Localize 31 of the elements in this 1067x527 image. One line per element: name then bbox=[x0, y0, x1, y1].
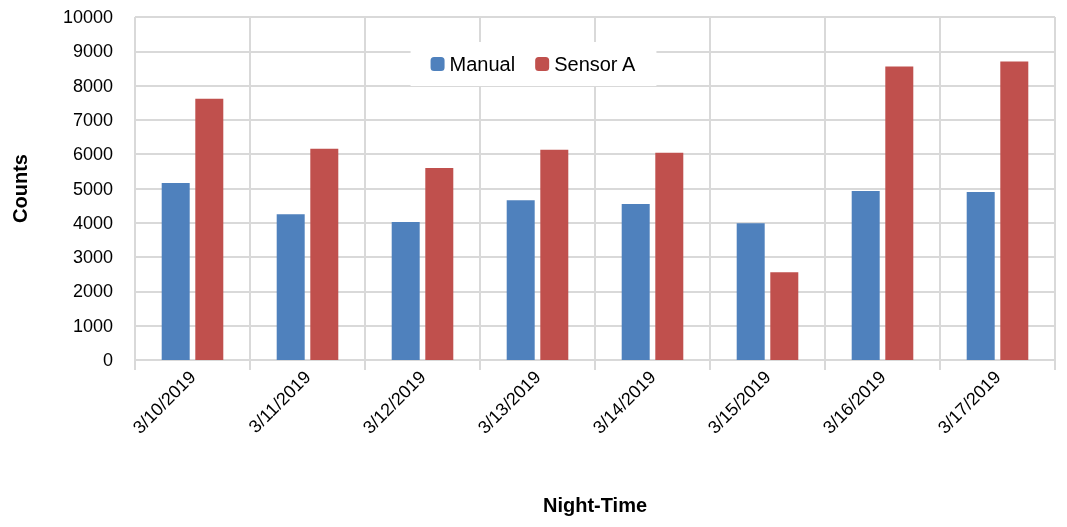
bar bbox=[161, 183, 190, 360]
bar bbox=[885, 66, 914, 360]
legend-label: Manual bbox=[449, 53, 516, 75]
bar bbox=[310, 148, 339, 360]
bar bbox=[1000, 61, 1029, 360]
y-tick-label: 8000 bbox=[72, 75, 113, 96]
bar bbox=[770, 272, 799, 360]
bar bbox=[195, 98, 224, 360]
y-tick-label: 0 bbox=[102, 350, 113, 370]
y-axis-title: Counts bbox=[9, 154, 31, 223]
bar bbox=[276, 214, 305, 360]
bar bbox=[425, 167, 454, 360]
bar bbox=[506, 200, 535, 360]
y-tick-label: 1000 bbox=[72, 315, 113, 336]
x-axis-title: Night-Time bbox=[542, 494, 648, 516]
y-tick-label: 6000 bbox=[72, 144, 113, 165]
bar bbox=[540, 149, 569, 360]
y-tick-label: 3000 bbox=[72, 247, 113, 268]
y-tick-label: 2000 bbox=[72, 281, 113, 302]
y-tick-label: 7000 bbox=[72, 109, 113, 130]
bar bbox=[621, 203, 650, 360]
bar bbox=[966, 191, 995, 360]
bar bbox=[391, 222, 420, 360]
legend-label: Sensor A bbox=[554, 53, 636, 75]
y-tick-label: 4000 bbox=[72, 212, 113, 233]
y-tick-label: 9000 bbox=[72, 41, 113, 62]
y-tick-label: 10000 bbox=[62, 7, 113, 27]
bar bbox=[655, 152, 684, 360]
bar bbox=[736, 223, 765, 360]
bar bbox=[851, 190, 880, 360]
y-tick-label: 5000 bbox=[72, 178, 113, 199]
